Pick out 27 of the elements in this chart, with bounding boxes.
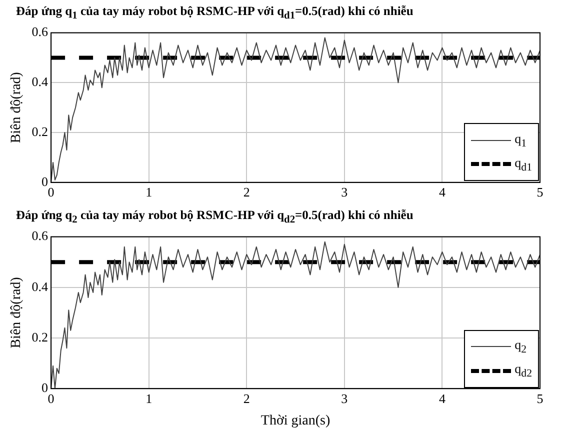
y-tick-label: 0.2 [32,124,48,139]
y-tick-label: 0.4 [32,278,49,294]
x-tick-label: 1 [146,390,152,406]
x-tick-label: 4 [438,390,446,406]
y-tick-label: 0.4 [32,74,49,90]
legend-label: q$_{d1}$ [514,155,532,174]
x-tick-label: 3 [341,390,348,406]
chart-title: Đáp ứng q$_{2}$ của tay máy robot bộ RSMC-HP với q$_{d2}$=0.5(rad) khi có nhiễu [15,207,414,226]
y-tick-label: 0.2 [32,329,48,344]
y-tick-label: 0.6 [32,24,49,40]
legend-label: q$_{d2}$ [514,361,532,380]
x-tick-label: 2 [243,184,250,200]
legend-label: q$_{2}$ [514,337,527,356]
x-axis-title: Thời gian(s) [260,413,330,428]
x-tick-label: 5 [536,184,544,200]
x-tick-label: 1 [146,184,152,200]
chart-title: Đáp ứng q$_{1}$ của tay máy robot bộ RSMC-HP với q$_{d1}$=0.5(rad) khi có nhiễu [15,3,414,22]
y-axis-title: Biên độ(rad) [9,276,24,348]
x-tick-label: 5 [536,390,544,406]
y-tick-label: 0.6 [32,228,49,244]
x-tick-label: 3 [341,184,348,200]
x-tick-label: 4 [438,184,446,200]
y-tick-label: 0 [42,380,48,396]
legend-label: q$_{1}$ [514,131,527,150]
x-tick-label: 2 [243,390,250,406]
y-axis-title: Biên độ(rad) [9,72,24,144]
y-tick-label: 0 [42,174,48,189]
